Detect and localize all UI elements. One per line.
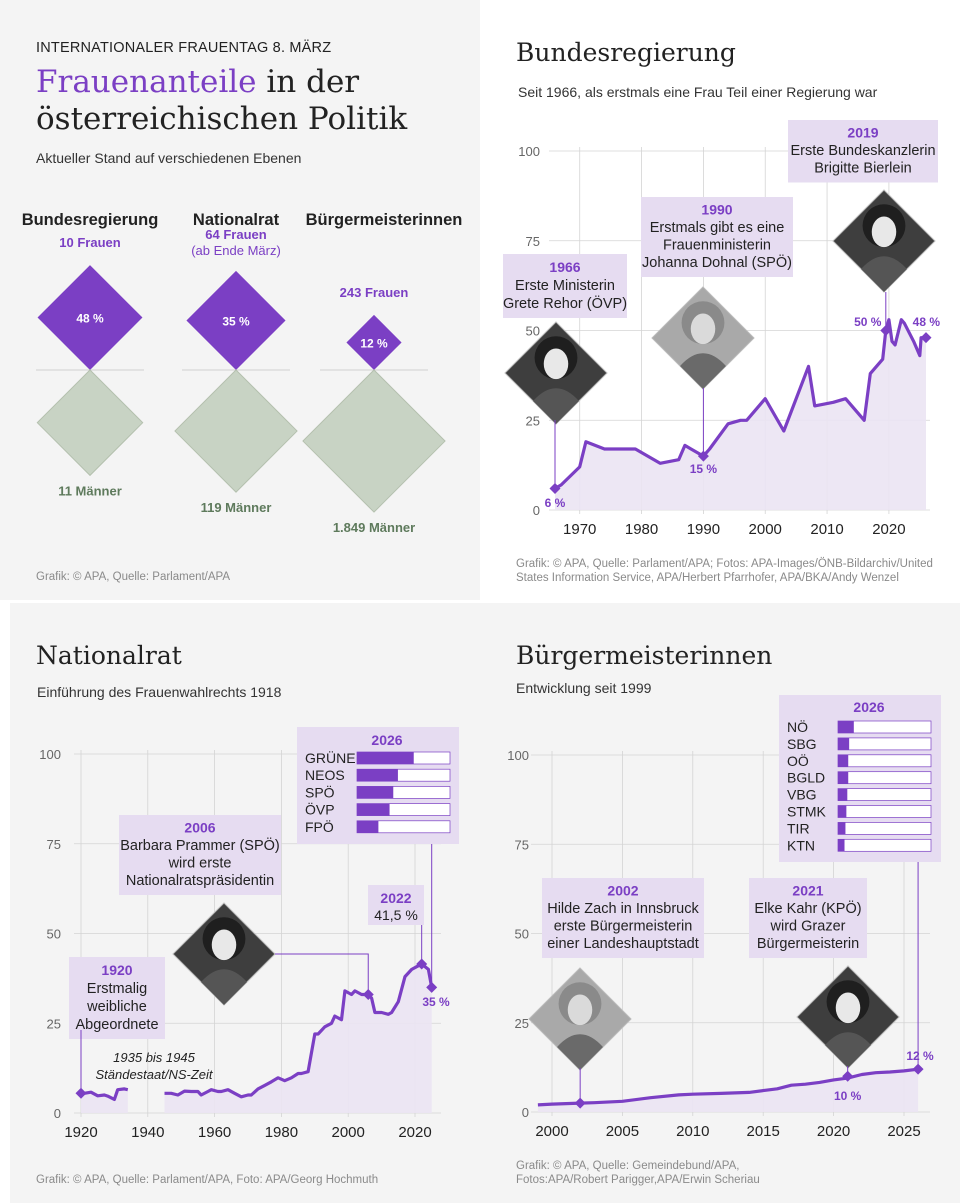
bundesregierung-source-1: Grafik: © APA, Quelle: Parlament/APA; Fo… — [516, 558, 933, 570]
overview-title: Frauenanteile in der österreichischen Po… — [36, 64, 476, 138]
overview-women-note: (ab Ende März) — [191, 243, 281, 258]
overview-women-count: 64 Frauen — [205, 227, 266, 242]
overview-men-count: 1.849 Männer — [333, 520, 415, 535]
buergermeisterinnen-subtitle: Entwicklung seit 1999 — [516, 680, 652, 696]
overview-women-diamond — [37, 265, 143, 370]
bundesregierung-title: Bundesregierung — [516, 38, 736, 67]
overview-pct-label: 48 % — [76, 312, 104, 326]
nationalrat-source: Grafik: © APA, Quelle: Parlament/APA, Fo… — [36, 1174, 379, 1186]
overview-source: Grafik: © APA, Quelle: Parlament/APA — [36, 571, 231, 583]
overview-subtitle: Aktueller Stand auf verschiedenen Ebenen — [36, 150, 302, 166]
nationalrat-title: Nationalrat — [36, 641, 182, 670]
overview-title-rest-1: in der — [256, 64, 360, 100]
overview-pct-label: 12 % — [360, 336, 388, 350]
overview-title-highlight: Frauenanteile — [36, 64, 257, 100]
overview-diamonds: 48 % Bundesregierung 10 Frauen 11 Männer 35 … — [22, 211, 463, 535]
overview-column-label: Bürgermeisterinnen — [306, 211, 463, 229]
buergermeisterinnen-panel: Bürgermeisterinnen Entwicklung seit 1999… — [480, 603, 960, 1203]
overview-men-count: 11 Männer — [58, 483, 122, 498]
overview-men-diamond — [302, 369, 446, 513]
overview-column-label: Nationalrat — [193, 211, 280, 229]
buergermeisterinnen-title: Bürgermeisterinnen — [516, 641, 773, 670]
overview-column-label: Bundesregierung — [22, 211, 159, 229]
buergermeisterinnen-source-2: Fotos:APA/Robert Parigger,APA/Erwin Sche… — [516, 1174, 760, 1186]
bundesregierung-panel: Bundesregierung Seit 1966, als erstmals … — [480, 0, 960, 600]
bundesregierung-source-2: States Information Service, APA/Herbert … — [516, 572, 899, 584]
overview-men-count: 119 Männer — [201, 500, 272, 515]
overview-kicker: INTERNATIONALER FRAUENTAG 8. MÄRZ — [36, 40, 332, 56]
overview-women-diamond — [346, 314, 402, 370]
overview-men-diamond — [36, 369, 144, 477]
overview-men-diamond — [174, 369, 298, 493]
overview-women-count: 10 Frauen — [59, 235, 120, 250]
overview-panel: INTERNATIONALER FRAUENTAG 8. MÄRZ Frauen… — [0, 0, 480, 600]
overview-pct-label: 35 % — [222, 314, 250, 328]
overview-women-count: 243 Frauen — [340, 285, 409, 300]
nationalrat-panel: Nationalrat Einführung des Frauenwahlrec… — [10, 603, 480, 1203]
overview-women-diamond — [186, 270, 286, 370]
bundesregierung-subtitle: Seit 1966, als erstmals eine Frau Teil e… — [518, 84, 878, 100]
nationalrat-subtitle: Einführung des Frauenwahlrechts 1918 — [37, 684, 282, 700]
buergermeisterinnen-source-1: Grafik: © APA, Quelle: Gemeindebund/APA, — [516, 1160, 740, 1172]
overview-title-rest-2: österreichischen Politik — [36, 101, 408, 137]
